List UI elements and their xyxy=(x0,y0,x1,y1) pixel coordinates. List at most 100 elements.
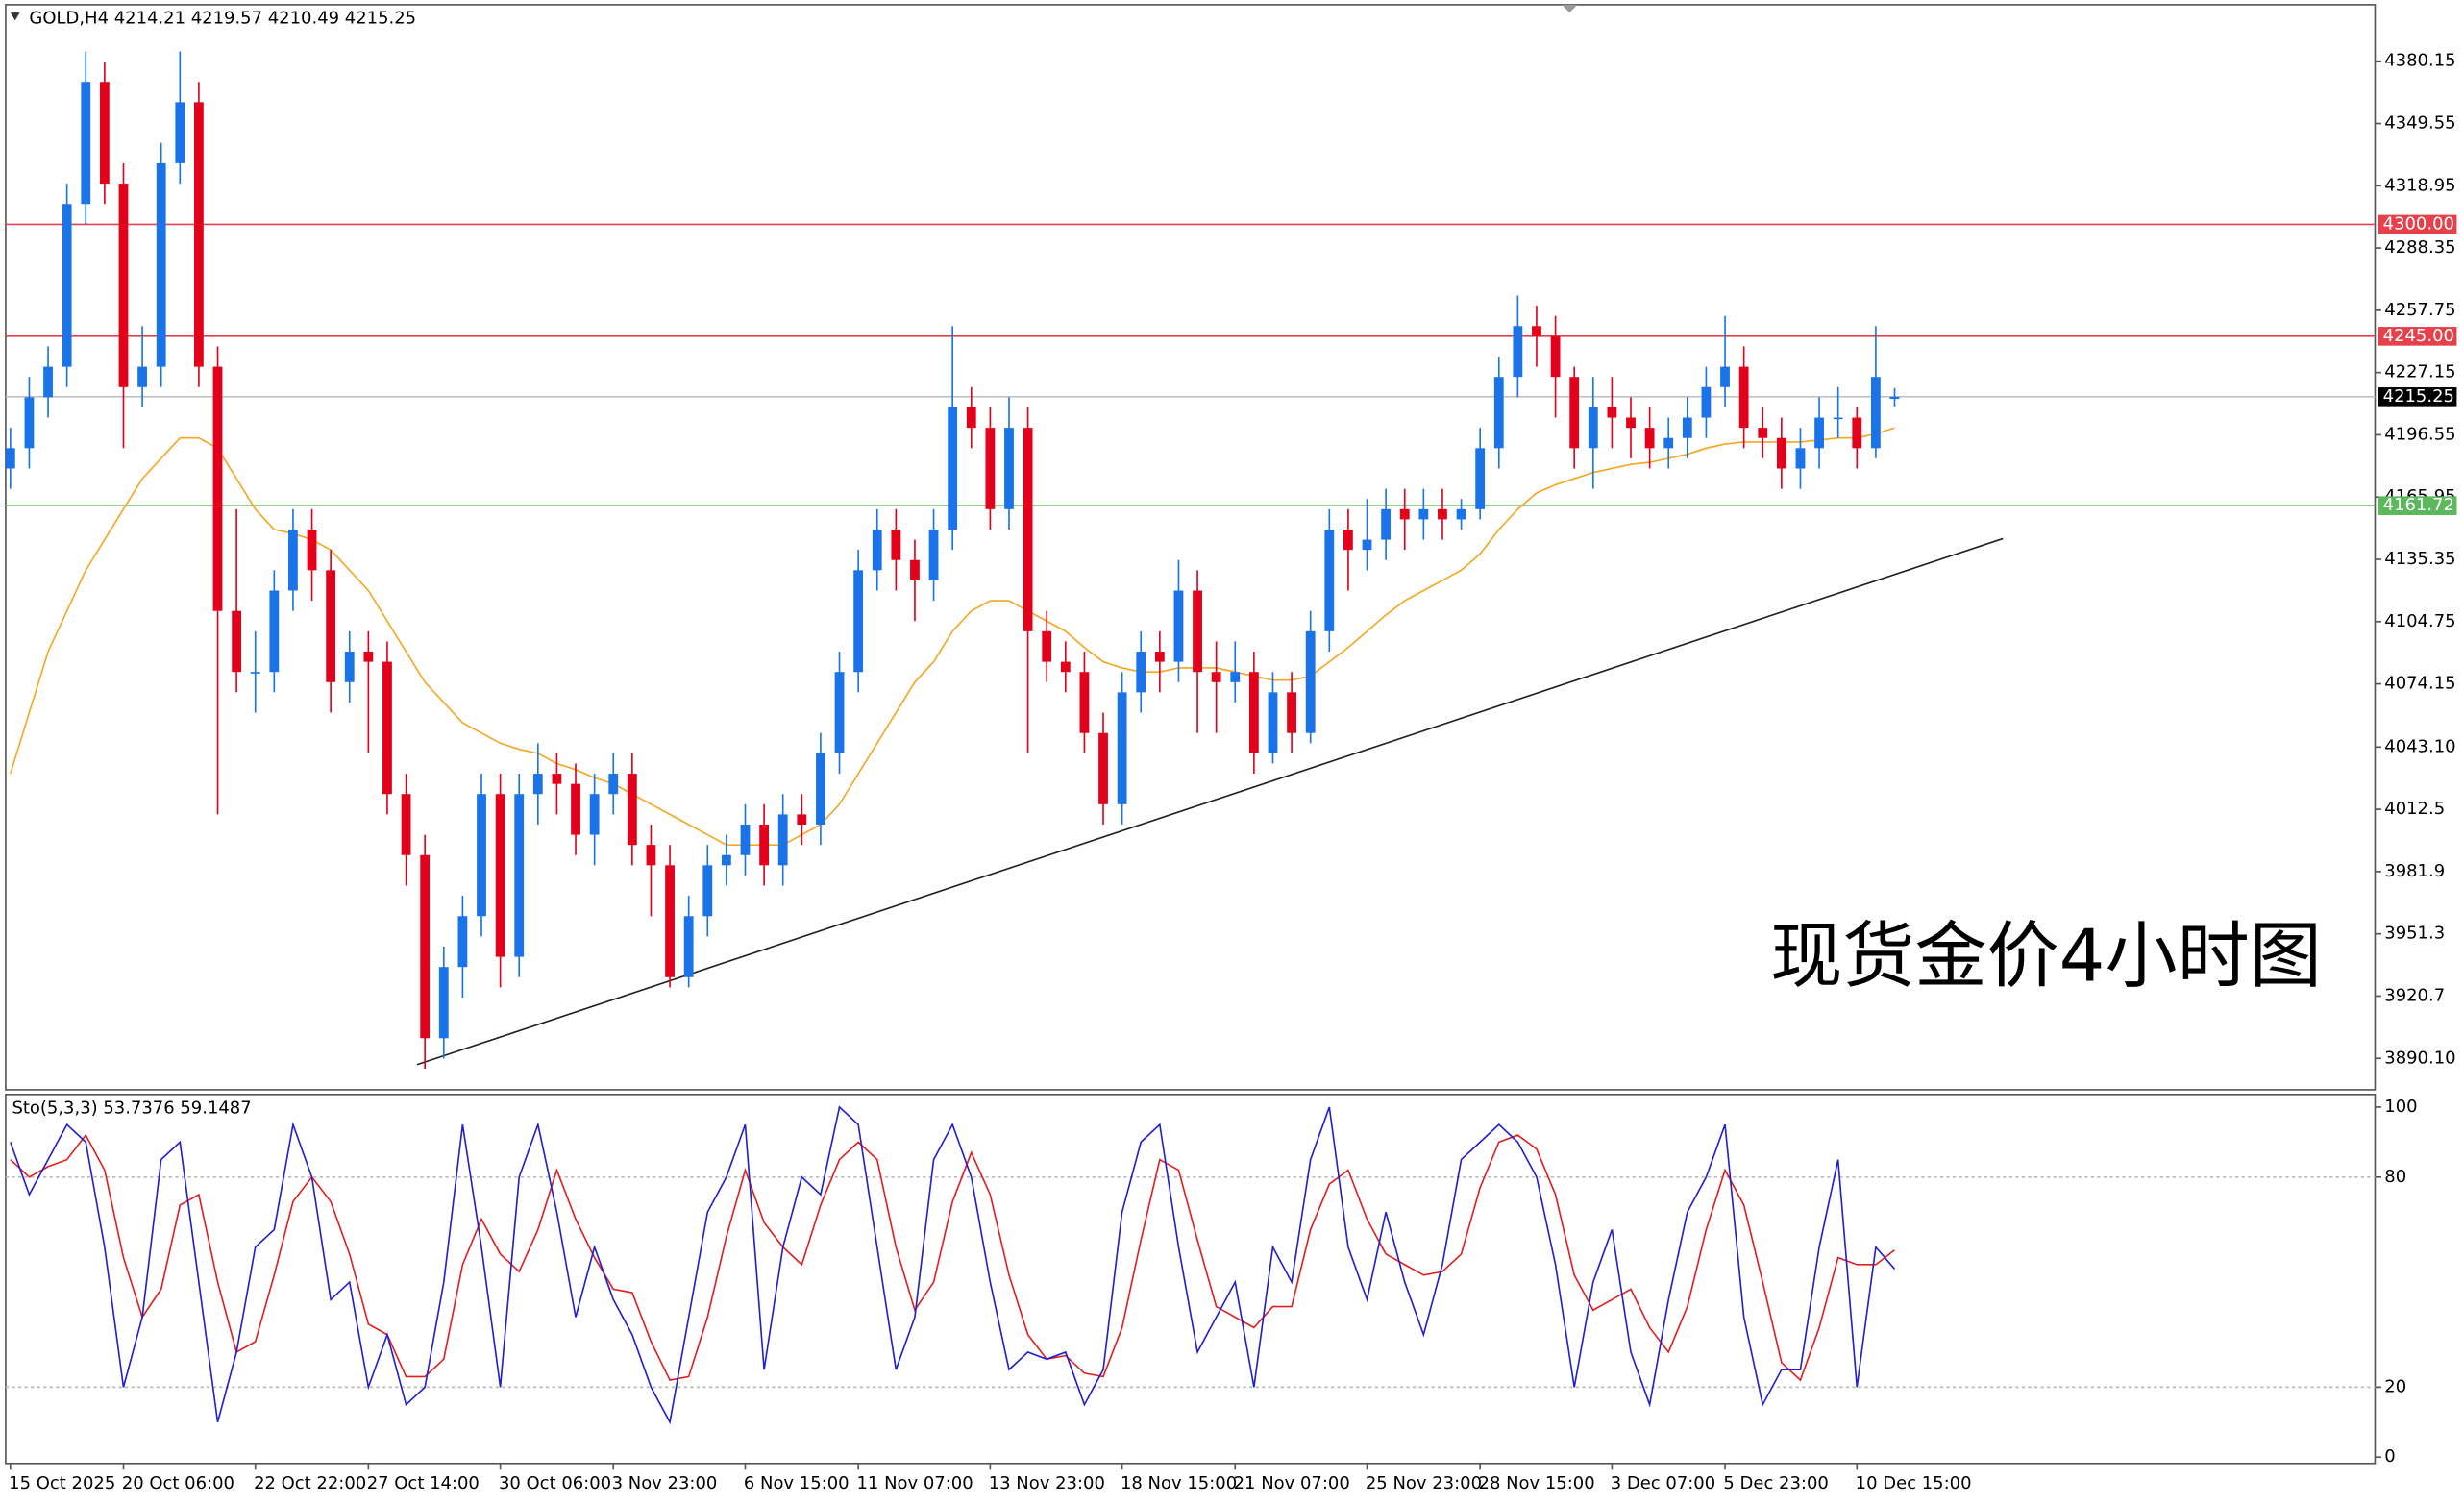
candle-body xyxy=(1682,417,1692,438)
candle-body xyxy=(1513,326,1523,378)
candle-body xyxy=(156,162,166,367)
candle-body xyxy=(1720,366,1730,387)
candle-body xyxy=(532,774,543,795)
y-tick-label: 4135.35 xyxy=(2384,549,2455,569)
candle-body xyxy=(985,428,996,509)
candle-body xyxy=(891,529,901,560)
level-tag xyxy=(2378,214,2457,234)
indicator-panel xyxy=(5,1094,2377,1465)
candle-body xyxy=(1588,407,1598,449)
x-tick-label: 6 Nov 15:00 xyxy=(744,1473,850,1493)
candle-body xyxy=(721,854,731,866)
candle-body xyxy=(948,407,958,530)
y-tick-label: 80 xyxy=(2384,1167,2406,1187)
candle-body xyxy=(269,590,280,673)
candle-body xyxy=(910,559,920,580)
candle-body xyxy=(740,824,751,855)
level-tag xyxy=(2378,327,2457,346)
menu-arrow[interactable] xyxy=(10,12,20,21)
candle-body xyxy=(702,865,713,917)
x-tick-label: 3 Nov 23:00 xyxy=(612,1473,718,1493)
candle-body xyxy=(1607,407,1617,418)
candle-body xyxy=(363,652,374,662)
stochastic-line xyxy=(10,1133,1896,1382)
shift-marker xyxy=(1562,4,1578,13)
candle-body xyxy=(495,794,505,957)
candle-body xyxy=(665,865,675,977)
y-tick-label: 20 xyxy=(2384,1376,2406,1396)
candle-body xyxy=(99,82,110,185)
candle-body xyxy=(1569,377,1580,449)
candle-body xyxy=(1701,386,1712,418)
candle-body xyxy=(966,407,976,429)
candle-body xyxy=(24,397,35,449)
candle-body xyxy=(1532,326,1541,336)
candle-body xyxy=(1418,508,1429,520)
y-tick-label: 100 xyxy=(2384,1097,2417,1117)
candle-body xyxy=(1475,448,1486,509)
candle-body xyxy=(1795,448,1806,469)
candle-body xyxy=(1117,692,1127,804)
candle-body xyxy=(5,448,15,469)
candle-body xyxy=(777,814,788,866)
indicator-title: Sto(5,3,3) 53.7376 59.1487 xyxy=(12,1098,251,1119)
y-tick-label: 4380.15 xyxy=(2384,51,2455,71)
candle-body xyxy=(571,783,580,835)
candle-body xyxy=(193,102,204,367)
candle-body xyxy=(1399,508,1410,520)
candle-body xyxy=(250,672,260,674)
candle-body xyxy=(420,854,431,1039)
y-tick-label: 4104.75 xyxy=(2384,611,2455,631)
candle-body xyxy=(457,916,468,968)
candle-body xyxy=(1042,630,1052,662)
level-label: 4245.00 xyxy=(2383,326,2454,346)
level-label: 4215.25 xyxy=(2383,386,2454,407)
candle-body xyxy=(627,774,637,846)
candle-body xyxy=(1889,396,1900,400)
candle-body xyxy=(853,570,864,673)
candle-body xyxy=(1211,672,1221,682)
x-tick-label: 3 Dec 07:00 xyxy=(1611,1473,1715,1493)
main-panel xyxy=(5,4,2377,1091)
candle-body xyxy=(1268,692,1278,753)
x-tick-label: 18 Nov 15:00 xyxy=(1121,1473,1237,1493)
candle-body xyxy=(1870,377,1881,449)
x-tick-label: 27 Oct 14:00 xyxy=(367,1473,480,1493)
candle-body xyxy=(683,916,694,977)
y-tick-label: 4043.10 xyxy=(2384,736,2455,756)
candle-body xyxy=(477,794,486,917)
candle-body xyxy=(1079,672,1090,733)
candle-body xyxy=(1362,539,1372,551)
x-tick-label: 10 Dec 15:00 xyxy=(1856,1473,1972,1493)
candle-body xyxy=(175,102,185,163)
candle-body xyxy=(401,794,411,855)
annotation: 现货金价4小时图 xyxy=(1770,913,2322,998)
candle-body xyxy=(608,774,619,795)
x-tick-label: 30 Oct 06:00 xyxy=(499,1473,611,1493)
y-tick-label: 4318.95 xyxy=(2384,175,2455,195)
y-tick-label: 4349.55 xyxy=(2384,113,2455,134)
candle-body xyxy=(1060,661,1071,673)
candle-body xyxy=(1381,508,1392,540)
candle-body xyxy=(1230,672,1241,682)
y-tick-label: 0 xyxy=(2384,1446,2395,1467)
y-tick-label: 4012.5 xyxy=(2384,799,2445,819)
candle-body xyxy=(1550,335,1561,378)
candle-body xyxy=(307,529,317,571)
candle-body xyxy=(872,529,882,571)
candle-body xyxy=(232,610,242,673)
candle-body xyxy=(759,824,770,866)
x-tick-label: 28 Nov 15:00 xyxy=(1479,1473,1595,1493)
x-tick-label: 15 Oct 2025 xyxy=(9,1473,115,1493)
chart-title: GOLD,H4 4214.21 4219.57 4210.49 4215.25 xyxy=(29,9,416,29)
level-tag xyxy=(2378,387,2457,407)
candle-body xyxy=(1098,732,1108,804)
y-tick-label: 3951.3 xyxy=(2384,924,2445,944)
candle-body xyxy=(1456,508,1466,520)
stochastic-line xyxy=(10,1105,1896,1425)
candle-body xyxy=(1193,590,1202,673)
candle-body xyxy=(797,814,807,825)
level-label: 4300.00 xyxy=(2383,213,2454,234)
candle-body xyxy=(928,529,939,580)
